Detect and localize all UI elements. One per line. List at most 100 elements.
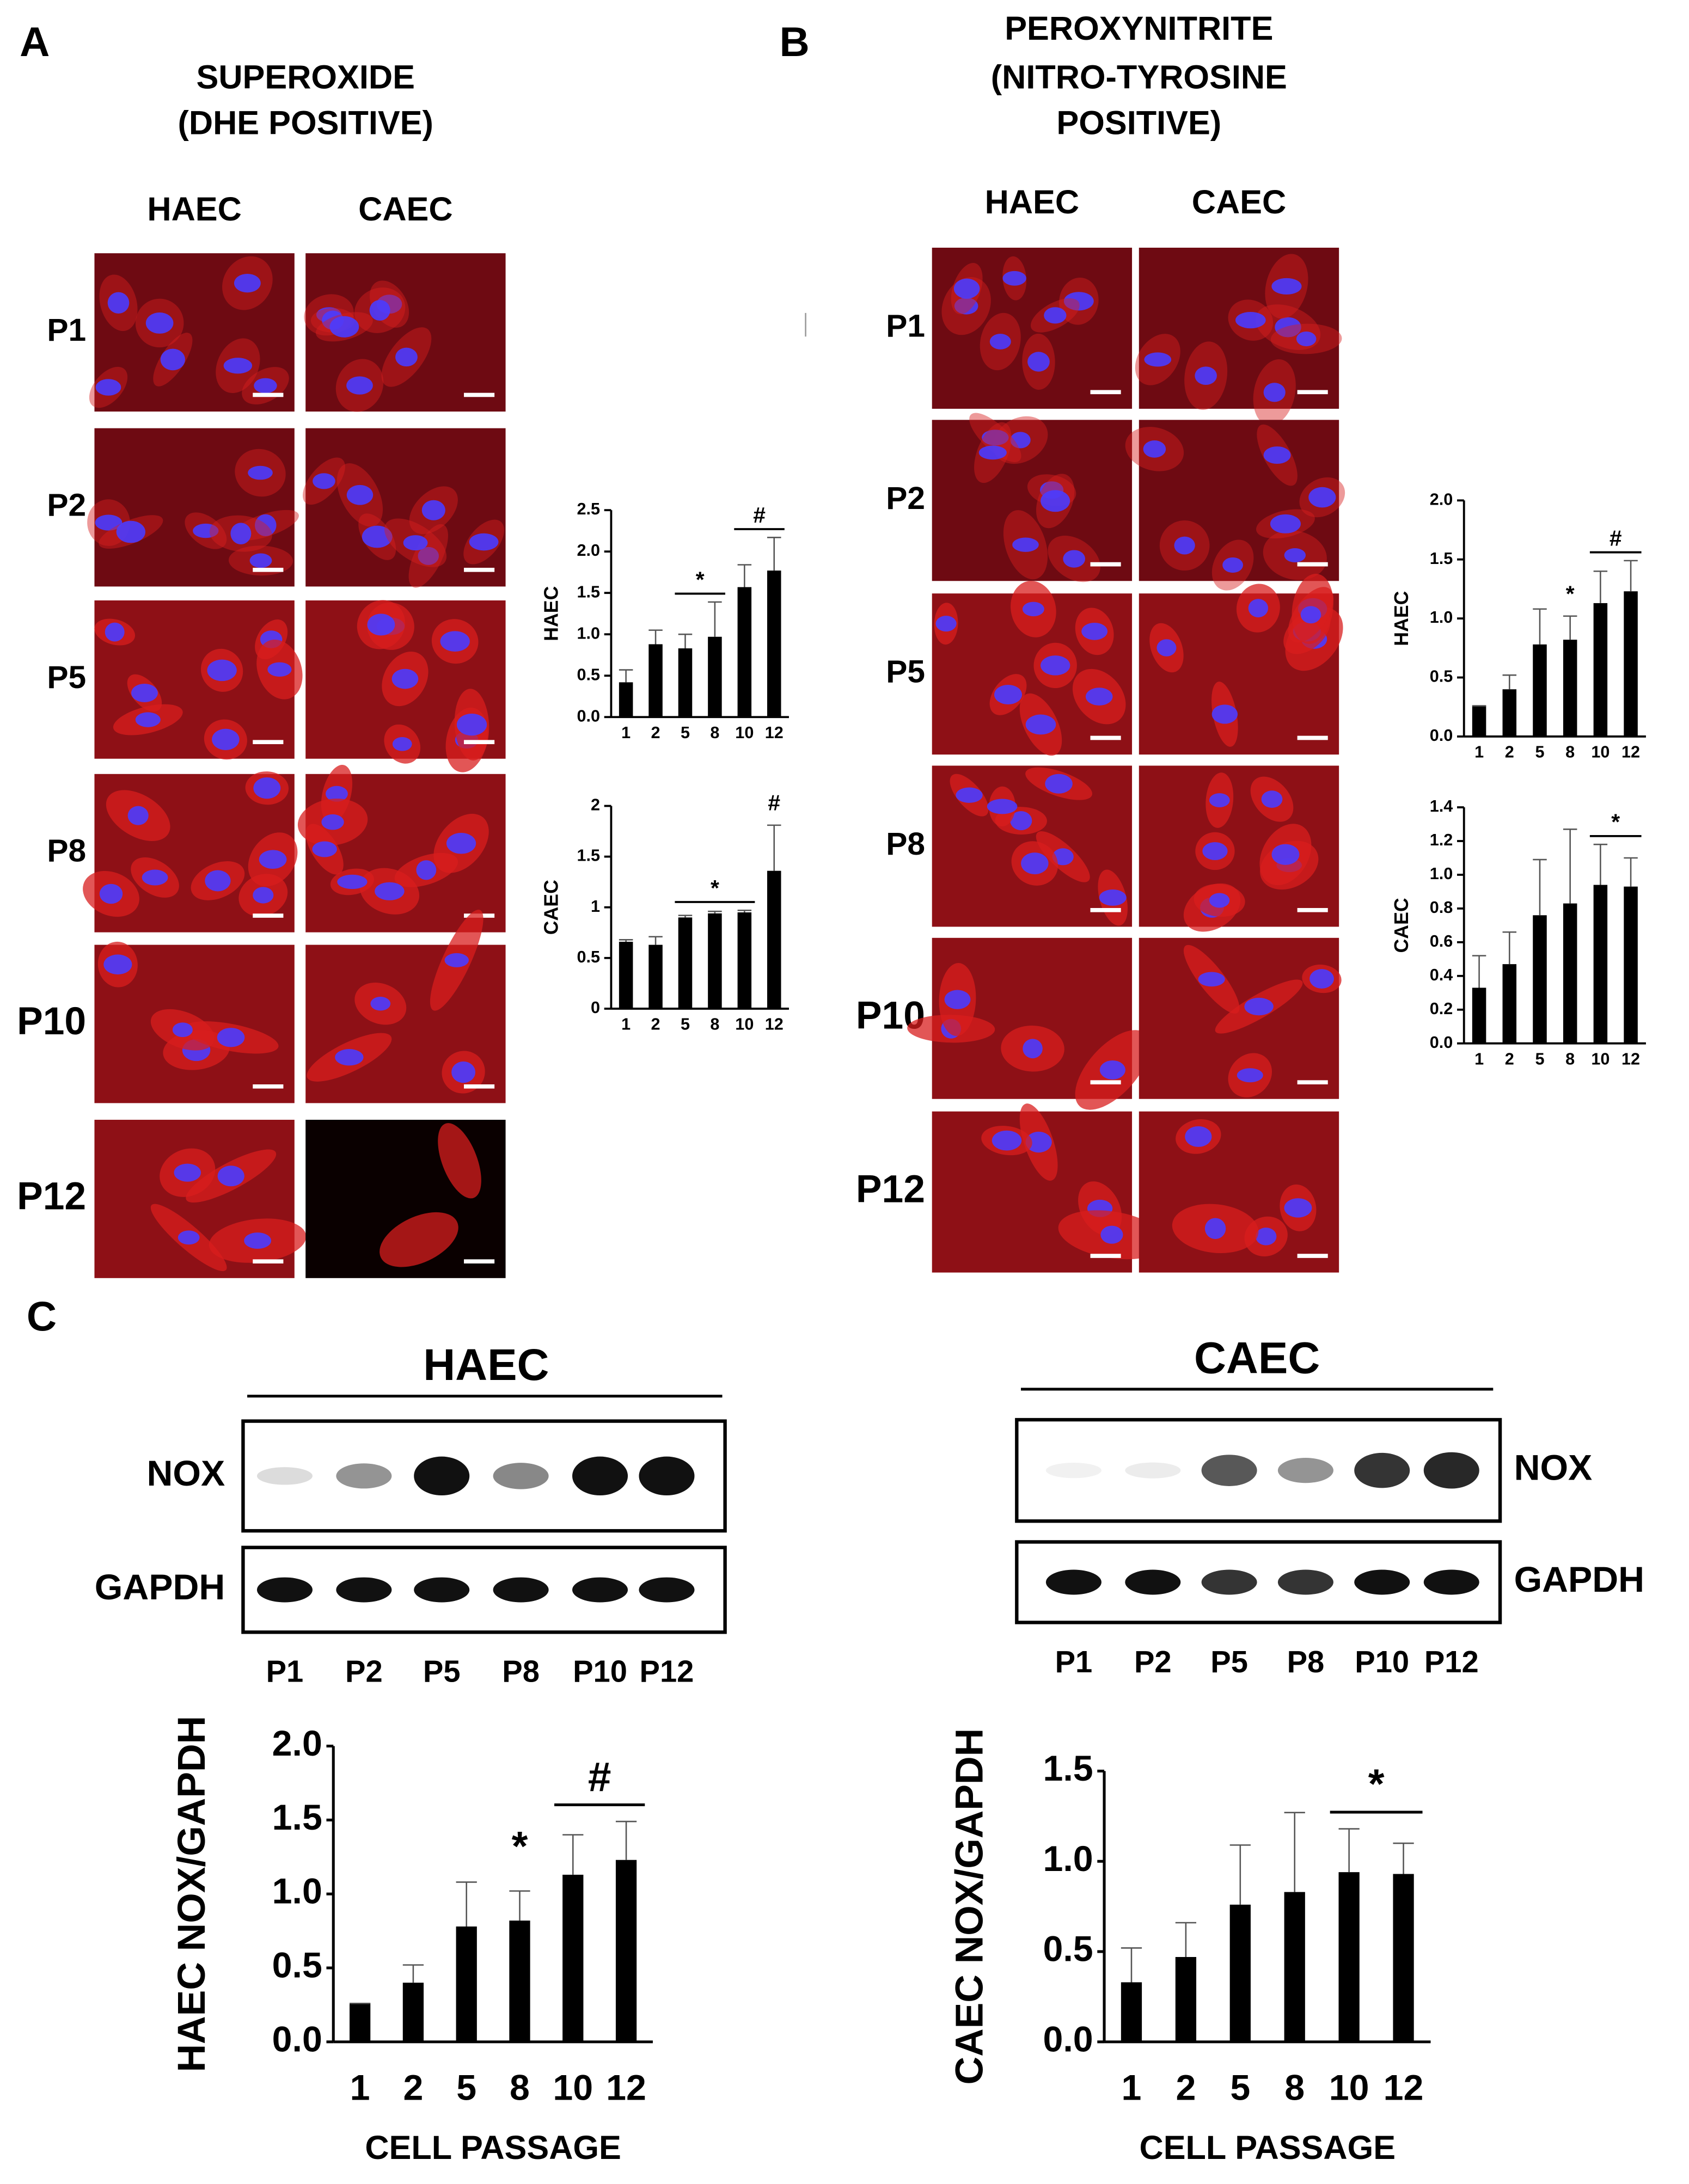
bar	[1472, 987, 1486, 1044]
y-tick-label: 0.2	[1430, 999, 1453, 1018]
row-label: P2	[47, 488, 86, 523]
nucleus	[1143, 440, 1166, 458]
error-bar	[1284, 1812, 1305, 1892]
nucleus	[103, 954, 132, 975]
nucleus	[1099, 1060, 1125, 1079]
error-bar	[678, 633, 693, 649]
row-label: P1	[886, 308, 925, 343]
y-axis-label: CAEC	[1391, 898, 1412, 953]
nucleus	[944, 990, 971, 1009]
nucleus	[1209, 893, 1230, 908]
error-bar	[1121, 1947, 1142, 1983]
micrograph-bg	[305, 428, 506, 587]
cell-body	[380, 1212, 458, 1267]
nucleus	[369, 299, 390, 321]
micrograph	[305, 1120, 506, 1278]
error-bar	[615, 1820, 637, 1860]
micrograph	[94, 941, 295, 1103]
micrograph	[907, 937, 1151, 1110]
nucleus	[259, 850, 287, 869]
error-bar	[1502, 931, 1517, 965]
nucleus	[375, 882, 405, 900]
y-tick-label: 0.0	[577, 707, 600, 725]
bar	[1624, 886, 1638, 1044]
micrograph	[83, 771, 298, 933]
nucleus	[1156, 639, 1177, 657]
x-tick-label: 12	[606, 2068, 646, 2108]
error-bar	[1593, 570, 1608, 603]
blot-band	[1201, 1455, 1257, 1486]
x-tick-label: 8	[1565, 743, 1575, 762]
nucleus	[391, 668, 419, 689]
bar	[1472, 705, 1486, 737]
nucleus	[1022, 602, 1044, 617]
nucleus	[1081, 622, 1108, 640]
lane-label: P12	[640, 1654, 694, 1689]
y-tick-label: 1.5	[272, 1797, 322, 1838]
y-axis-label: HAEC	[1391, 591, 1412, 646]
panel-title: PEROXYNITRITE	[1005, 10, 1273, 47]
nucleus	[321, 814, 344, 830]
nucleus	[1063, 292, 1094, 311]
blot-band	[1045, 1569, 1101, 1595]
nucleus	[174, 1163, 201, 1182]
nucleus	[469, 533, 499, 551]
nucleus	[421, 500, 445, 520]
x-tick-label: 12	[1384, 2068, 1424, 2108]
error-bar	[678, 915, 693, 918]
nucleus	[212, 728, 240, 751]
nucleus	[1021, 852, 1049, 874]
y-tick-label: 1.0	[1430, 864, 1453, 883]
blot-frame	[1015, 1418, 1502, 1523]
error-bar	[562, 1834, 584, 1875]
y-tick-label: 2.0	[272, 1723, 322, 1764]
nucleus	[1284, 1198, 1312, 1218]
nucleus	[1263, 383, 1286, 402]
bar	[1393, 1874, 1414, 2042]
nucleus	[1041, 490, 1070, 512]
panel-title: POSITIVE)	[1056, 105, 1221, 142]
nucleus	[337, 874, 368, 889]
blot-band	[493, 1577, 549, 1603]
bar	[1624, 591, 1638, 737]
nucleus	[249, 553, 272, 568]
nucleus	[1235, 312, 1266, 329]
nucleus	[1010, 432, 1031, 449]
panel-label: B	[780, 19, 810, 65]
micrograph	[1125, 420, 1345, 591]
bar	[1533, 915, 1547, 1044]
x-tick-label: 8	[1284, 2068, 1305, 2108]
bar	[1533, 644, 1547, 737]
x-tick-label: 10	[1591, 743, 1610, 762]
x-tick-label: 12	[765, 1015, 784, 1034]
nucleus	[1195, 366, 1217, 385]
bar	[708, 913, 722, 1009]
error-bar	[737, 564, 752, 587]
nucleus	[313, 473, 335, 489]
y-tick-label: 0.5	[1043, 1929, 1093, 1970]
row-label: P5	[47, 660, 86, 695]
bar	[1121, 1982, 1142, 2042]
blot-band	[1045, 1463, 1101, 1479]
error-bar	[1502, 674, 1517, 690]
nucleus	[1300, 606, 1321, 624]
nucleus	[935, 616, 957, 632]
nucleus	[178, 1230, 200, 1245]
y-axis-label: HAEC	[541, 586, 562, 641]
bar	[678, 648, 693, 717]
nucleus	[254, 378, 277, 394]
bar	[648, 944, 663, 1009]
nucleus	[1202, 842, 1228, 860]
error-bar	[708, 601, 722, 637]
error-bar	[509, 1890, 530, 1921]
x-tick-label: 2	[651, 723, 660, 742]
y-tick-label: 0.0	[1043, 2019, 1093, 2059]
nucleus	[956, 787, 983, 803]
x-tick-label: 5	[1535, 743, 1544, 762]
micrograph	[297, 764, 506, 933]
micrograph	[932, 1103, 1166, 1273]
y-tick-label: 0.5	[272, 1946, 322, 1986]
y-axis-label: CAEC	[541, 880, 562, 935]
significance-mark: *	[1368, 1761, 1385, 1807]
blot-band	[256, 1577, 313, 1603]
